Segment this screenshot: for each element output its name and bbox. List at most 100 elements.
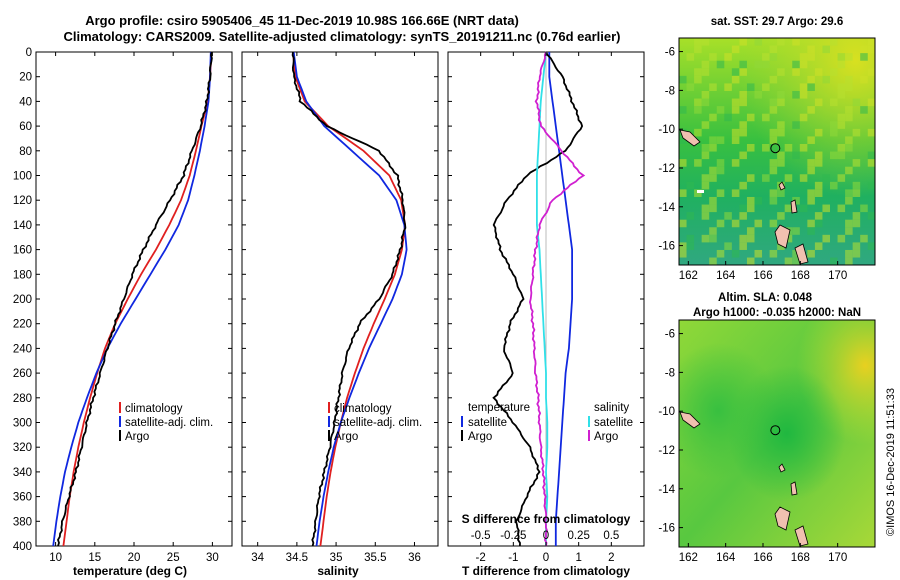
- sst-pixel: [852, 159, 861, 167]
- imos-timestamp: ©IMOS 16-Dec-2019 11:51:33: [885, 388, 897, 536]
- x-tick-label: 20: [128, 552, 141, 564]
- sst-pixel: [807, 196, 815, 205]
- sst-pixel: [694, 75, 702, 84]
- sst-pixel: [769, 159, 778, 167]
- sst-pixel: [731, 68, 740, 76]
- legend-t-satellite: satellite: [468, 417, 507, 429]
- t-satellite-diff-line: [548, 52, 573, 546]
- sst-pixel: [701, 90, 710, 99]
- sst-pixel: [845, 75, 853, 84]
- sst-pixel: [746, 227, 755, 235]
- sst-pixel: [686, 83, 695, 91]
- temperature-plot: 10 15 20 25 30: [49, 51, 219, 564]
- sst-pixel: [860, 53, 868, 61]
- sst-pixel: [724, 53, 732, 61]
- sst-pixel: [867, 242, 876, 250]
- sst-pixel: [731, 249, 740, 258]
- sst-pixel: [799, 83, 808, 91]
- missing-data-patch: [697, 190, 704, 193]
- sst-pixel: [709, 83, 717, 91]
- sst-pixel: [701, 121, 710, 129]
- sst-pixel: [807, 106, 815, 114]
- sst-pixel: [739, 60, 747, 69]
- sst-pixel: [814, 212, 823, 220]
- sst-pixel: [686, 53, 695, 61]
- sst-pixel: [837, 151, 846, 160]
- sla-axes: 162 164 166 168 170 -6 -8 -10 -12 -14 -16: [658, 329, 847, 564]
- legend-salinity-title: salinity: [594, 402, 629, 414]
- sst-pixel: [837, 90, 846, 99]
- satellite-adj-clim-line: [292, 51, 408, 547]
- sst-pixel: [679, 242, 687, 250]
- sst-pixel: [807, 166, 815, 175]
- island-shape: [778, 181, 786, 191]
- map-y-tick-label: -8: [665, 367, 675, 379]
- sst-pixel: [792, 257, 800, 266]
- sst-pixel: [867, 212, 876, 220]
- sst-pixel: [731, 159, 740, 167]
- sst-pixel: [814, 128, 823, 137]
- sla-map: Altim. SLA: 0.048 Argo h1000: -0.035 h20…: [658, 292, 876, 564]
- argo-line: [291, 51, 407, 547]
- sst-pixel: [837, 83, 846, 91]
- sst-pixel: [837, 60, 846, 69]
- sst-pixel: [799, 90, 808, 99]
- sst-pixel: [792, 90, 800, 99]
- sst-pixel: [837, 174, 846, 182]
- difference-plot: -2 -1 0 1 2 -0.5 -0.25 0 0.25 0.5: [471, 51, 619, 564]
- sst-pixel: [837, 53, 846, 61]
- sst-pixel: [867, 128, 876, 137]
- depth-tick-label: 20: [19, 72, 32, 84]
- x-tick-label: -1: [508, 552, 518, 564]
- sst-pixel: [769, 219, 778, 228]
- sst-pixel: [716, 189, 725, 197]
- sst-pixel: [701, 98, 710, 107]
- sst-pixel: [701, 68, 710, 76]
- sst-pixel: [746, 143, 755, 152]
- sst-pixel: [739, 234, 747, 243]
- s-tick-label: 0.25: [567, 530, 589, 542]
- sst-pixel: [694, 68, 702, 76]
- sst-axes: 162 164 166 168 170 -6 -8 -10 -12 -14 -16: [658, 47, 847, 282]
- sst-pixel: [746, 257, 755, 266]
- sst-pixel: [739, 128, 747, 137]
- sst-pixel: [769, 128, 778, 137]
- map-y-tick-label: -10: [658, 406, 675, 418]
- sst-pixel: [679, 75, 687, 84]
- sst-pixel: [754, 196, 763, 205]
- sst-pixel: [860, 234, 868, 243]
- sst-pixel: [679, 106, 687, 114]
- sst-pixel: [867, 159, 876, 167]
- sst-pixel: [845, 166, 853, 175]
- map-y-tick-label: -14: [658, 202, 675, 214]
- sst-pixel: [746, 234, 755, 243]
- sst-pixel: [694, 106, 702, 114]
- sst-pixel: [769, 53, 778, 61]
- depth-tick-label: 400: [13, 541, 32, 553]
- x-tick-label: 1: [575, 552, 581, 564]
- x-tick-label: 25: [167, 552, 180, 564]
- x-tick-label: 30: [206, 552, 219, 564]
- sst-pixel: [837, 204, 846, 213]
- depth-tick-label: 180: [13, 269, 32, 281]
- sst-pixel: [799, 204, 808, 213]
- sst-map-title: sat. SST: 29.7 Argo: 29.6: [711, 16, 844, 28]
- sst-pixel: [754, 166, 763, 175]
- s-argo-diff-line: [528, 51, 586, 547]
- sst-pixel: [762, 83, 770, 91]
- sst-pixel: [709, 196, 717, 205]
- map-y-tick-label: -14: [658, 484, 675, 496]
- salinity-plot: 34 34.5 35 35.5 36: [251, 51, 421, 564]
- sst-pixel: [701, 234, 710, 243]
- sst-pixel: [754, 249, 763, 258]
- sst-pixel: [724, 83, 732, 91]
- sst-pixel: [807, 53, 815, 61]
- sst-pixel: [777, 242, 785, 250]
- sst-pixel: [769, 196, 778, 205]
- island-shape: [778, 463, 786, 473]
- sst-pixel: [830, 151, 838, 160]
- sst-pixel: [686, 181, 695, 190]
- sst-pixel: [701, 174, 710, 182]
- sst-pixel: [731, 98, 740, 107]
- sst-pixel: [679, 219, 687, 228]
